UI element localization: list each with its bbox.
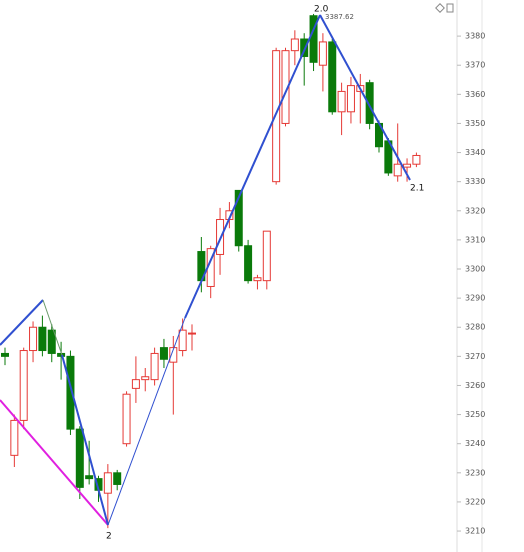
candle-body (1, 352, 9, 357)
candle-body (346, 85, 355, 113)
y-tick-label: 3250 (465, 410, 485, 419)
candle-body (244, 245, 253, 282)
y-tick-label: 3260 (465, 381, 485, 390)
candle-body (318, 41, 327, 66)
y-tick-label: 3300 (465, 265, 485, 274)
wave-line (184, 14, 321, 319)
high-label: 3387.62 (325, 13, 354, 21)
y-tick-label: 3380 (465, 32, 485, 41)
candle-body (150, 352, 159, 381)
candle-body (29, 326, 38, 352)
y-tick-label: 3340 (465, 148, 485, 157)
wave-label: 2.1 (410, 184, 424, 194)
y-tick-label: 3310 (465, 235, 485, 244)
y-tick-label: 3240 (465, 439, 485, 448)
candle-body (393, 163, 402, 177)
wave-line (42, 299, 63, 356)
candle-body (75, 428, 84, 488)
y-tick-label: 3230 (465, 468, 485, 477)
candle-body (178, 329, 187, 352)
candle-body (122, 393, 131, 445)
y-tick-label: 3320 (465, 206, 485, 215)
candle-body (188, 332, 196, 335)
y-tick-label: 3220 (465, 497, 485, 506)
wave-line (0, 299, 44, 346)
candle-body (328, 41, 337, 113)
candle-body (141, 376, 150, 381)
candle-body (85, 475, 94, 480)
y-tick-label: 3350 (465, 119, 485, 128)
wave-line (319, 14, 411, 181)
candle-body (281, 50, 290, 124)
candle-body (365, 82, 374, 124)
candle-body (412, 154, 421, 165)
candle-body (403, 163, 412, 168)
candle-body (10, 419, 19, 456)
candle-body (234, 189, 243, 247)
tool-icon[interactable] (446, 3, 454, 13)
wave-label: 2.0 (314, 5, 329, 15)
candle-body (253, 277, 262, 282)
candle-body (66, 355, 75, 430)
y-tick-label: 3290 (465, 294, 485, 303)
candle-body (103, 472, 112, 494)
candle-body (38, 326, 47, 352)
trend-line (0, 399, 109, 526)
candle-body (159, 347, 168, 360)
candle-body (262, 230, 271, 282)
y-tick-label: 3270 (465, 352, 485, 361)
y-tick-label: 3330 (465, 177, 485, 186)
wave-label: 2 (106, 532, 112, 542)
candle-body (272, 50, 281, 183)
candle-body (113, 472, 122, 485)
candle-body (337, 90, 346, 113)
candle-body (169, 347, 178, 363)
y-tick-label: 3360 (465, 90, 485, 99)
y-tick-label: 3370 (465, 61, 485, 70)
wave-line (107, 317, 186, 526)
candle-body (300, 38, 309, 57)
plot: 3210 3220 3230 3240 3250 3260 3270 3280 3290 3300… (1, 13, 485, 536)
candle-body (131, 379, 140, 389)
candle-body (47, 329, 56, 354)
y-tick-label: 3280 (465, 323, 485, 332)
tool-icon[interactable] (435, 3, 445, 13)
candle-body (290, 38, 299, 52)
wave-line (61, 354, 109, 526)
candle-body (19, 350, 28, 421)
y-tick-label: 3210 (465, 527, 485, 536)
